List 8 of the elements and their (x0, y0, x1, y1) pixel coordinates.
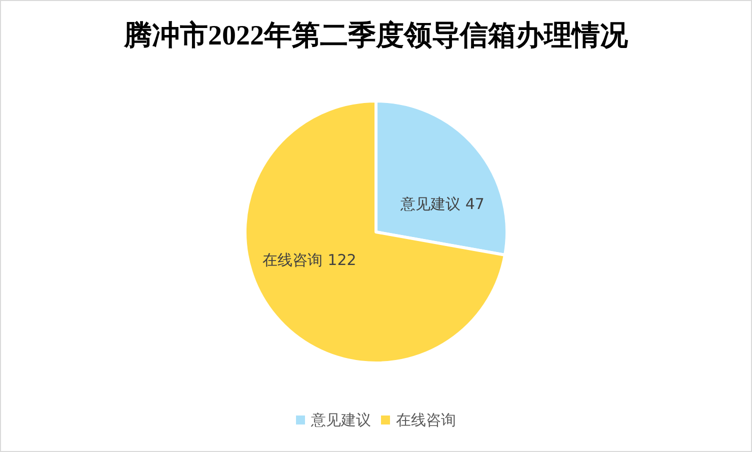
slice-label: 意见建议 (399, 195, 460, 214)
legend-label: 意见建议 (310, 411, 371, 429)
slice-label: 在线咨询 (262, 250, 323, 269)
legend-label: 在线咨询 (396, 411, 456, 429)
chart-title: 腾冲市2022年第二季度领导信箱办理情况 (123, 20, 629, 52)
data-label: 47 (465, 195, 484, 214)
data-label: 122 (328, 250, 356, 269)
pie-slice (244, 100, 506, 364)
